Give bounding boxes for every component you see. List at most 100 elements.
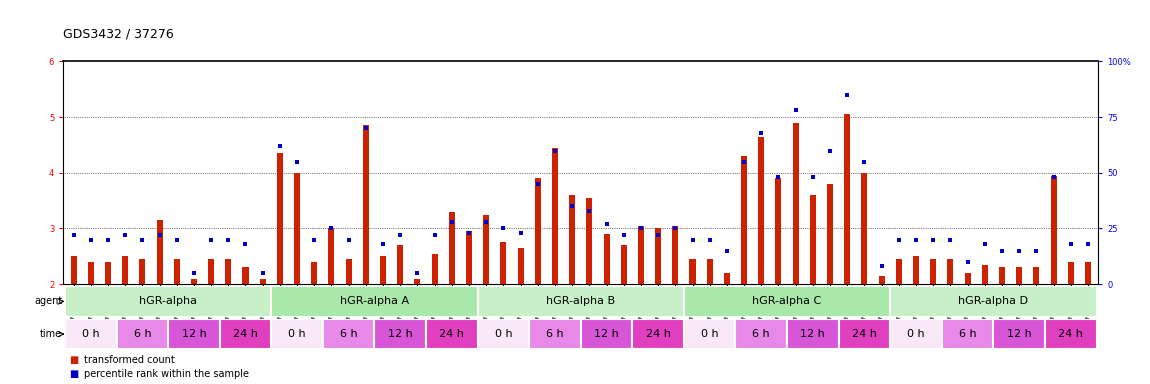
Bar <box>116 319 168 349</box>
Bar <box>477 286 684 317</box>
Bar <box>741 156 748 284</box>
Bar <box>1045 319 1097 349</box>
Bar <box>1084 262 1091 284</box>
Text: transformed count: transformed count <box>84 355 175 365</box>
Text: 6 h: 6 h <box>340 329 358 339</box>
Bar <box>277 153 283 284</box>
Text: 24 h: 24 h <box>233 329 258 339</box>
Text: hGR-alpha C: hGR-alpha C <box>752 296 822 306</box>
Text: percentile rank within the sample: percentile rank within the sample <box>84 369 248 379</box>
Text: 0 h: 0 h <box>289 329 306 339</box>
Bar <box>260 279 266 284</box>
Text: 12 h: 12 h <box>182 329 206 339</box>
Bar <box>810 195 815 284</box>
Bar <box>1067 262 1074 284</box>
Bar <box>930 259 936 284</box>
Bar <box>426 319 477 349</box>
Bar <box>105 262 110 284</box>
Text: agent: agent <box>34 296 62 306</box>
Bar <box>890 319 942 349</box>
Bar <box>323 319 375 349</box>
Bar <box>736 319 787 349</box>
Bar <box>225 259 231 284</box>
Bar <box>271 319 323 349</box>
Bar <box>861 173 867 284</box>
Bar <box>552 148 558 284</box>
Bar <box>156 220 162 284</box>
Bar <box>673 226 678 284</box>
Text: 6 h: 6 h <box>752 329 770 339</box>
Bar <box>690 259 696 284</box>
Text: hGR-alpha A: hGR-alpha A <box>340 296 409 306</box>
Bar <box>1034 267 1040 284</box>
Text: 24 h: 24 h <box>1058 329 1083 339</box>
Bar <box>684 286 890 317</box>
Bar <box>896 259 902 284</box>
Text: 12 h: 12 h <box>595 329 619 339</box>
Bar <box>529 319 581 349</box>
Text: hGR-alpha: hGR-alpha <box>139 296 197 306</box>
Bar <box>604 234 610 284</box>
Bar <box>723 273 730 284</box>
Bar <box>312 262 317 284</box>
Bar <box>466 231 472 284</box>
Bar <box>174 259 179 284</box>
Bar <box>758 137 765 284</box>
Bar <box>838 319 890 349</box>
Bar <box>122 257 128 284</box>
Text: 6 h: 6 h <box>133 329 151 339</box>
Bar <box>87 262 94 284</box>
Bar <box>632 319 684 349</box>
Text: ■: ■ <box>69 369 78 379</box>
Text: 24 h: 24 h <box>645 329 670 339</box>
Bar <box>294 173 300 284</box>
Bar <box>581 319 632 349</box>
Bar <box>656 228 661 284</box>
Bar <box>397 245 404 284</box>
Bar <box>638 226 644 284</box>
Bar <box>535 178 540 284</box>
Bar <box>500 242 506 284</box>
Bar <box>346 259 352 284</box>
Text: GDS3432 / 37276: GDS3432 / 37276 <box>63 27 174 40</box>
Bar <box>518 248 523 284</box>
Text: 0 h: 0 h <box>907 329 925 339</box>
Text: 0 h: 0 h <box>82 329 100 339</box>
Bar <box>844 114 850 284</box>
Bar <box>64 319 116 349</box>
Bar <box>191 279 197 284</box>
Bar <box>792 123 798 284</box>
Bar <box>787 319 838 349</box>
Text: hGR-alpha D: hGR-alpha D <box>958 296 1028 306</box>
Bar <box>569 195 575 284</box>
Bar <box>1017 267 1022 284</box>
Text: 12 h: 12 h <box>388 329 413 339</box>
Bar <box>948 259 953 284</box>
Bar <box>942 319 994 349</box>
Bar <box>1051 175 1057 284</box>
Bar <box>271 286 477 317</box>
Bar <box>684 319 736 349</box>
Bar <box>879 276 884 284</box>
Bar <box>994 319 1045 349</box>
Bar <box>965 273 971 284</box>
Bar <box>982 265 988 284</box>
Bar <box>913 257 919 284</box>
Text: 0 h: 0 h <box>494 329 512 339</box>
Bar <box>363 126 369 284</box>
Bar <box>448 212 454 284</box>
Bar <box>375 319 426 349</box>
Text: 24 h: 24 h <box>852 329 876 339</box>
Bar <box>483 215 489 284</box>
Text: 12 h: 12 h <box>1006 329 1032 339</box>
Bar <box>890 286 1097 317</box>
Bar <box>70 257 77 284</box>
Bar <box>139 259 145 284</box>
Text: 6 h: 6 h <box>959 329 976 339</box>
Bar <box>827 184 833 284</box>
Bar <box>168 319 220 349</box>
Text: 24 h: 24 h <box>439 329 465 339</box>
Bar <box>586 198 592 284</box>
Bar <box>220 319 271 349</box>
Text: 0 h: 0 h <box>700 329 719 339</box>
